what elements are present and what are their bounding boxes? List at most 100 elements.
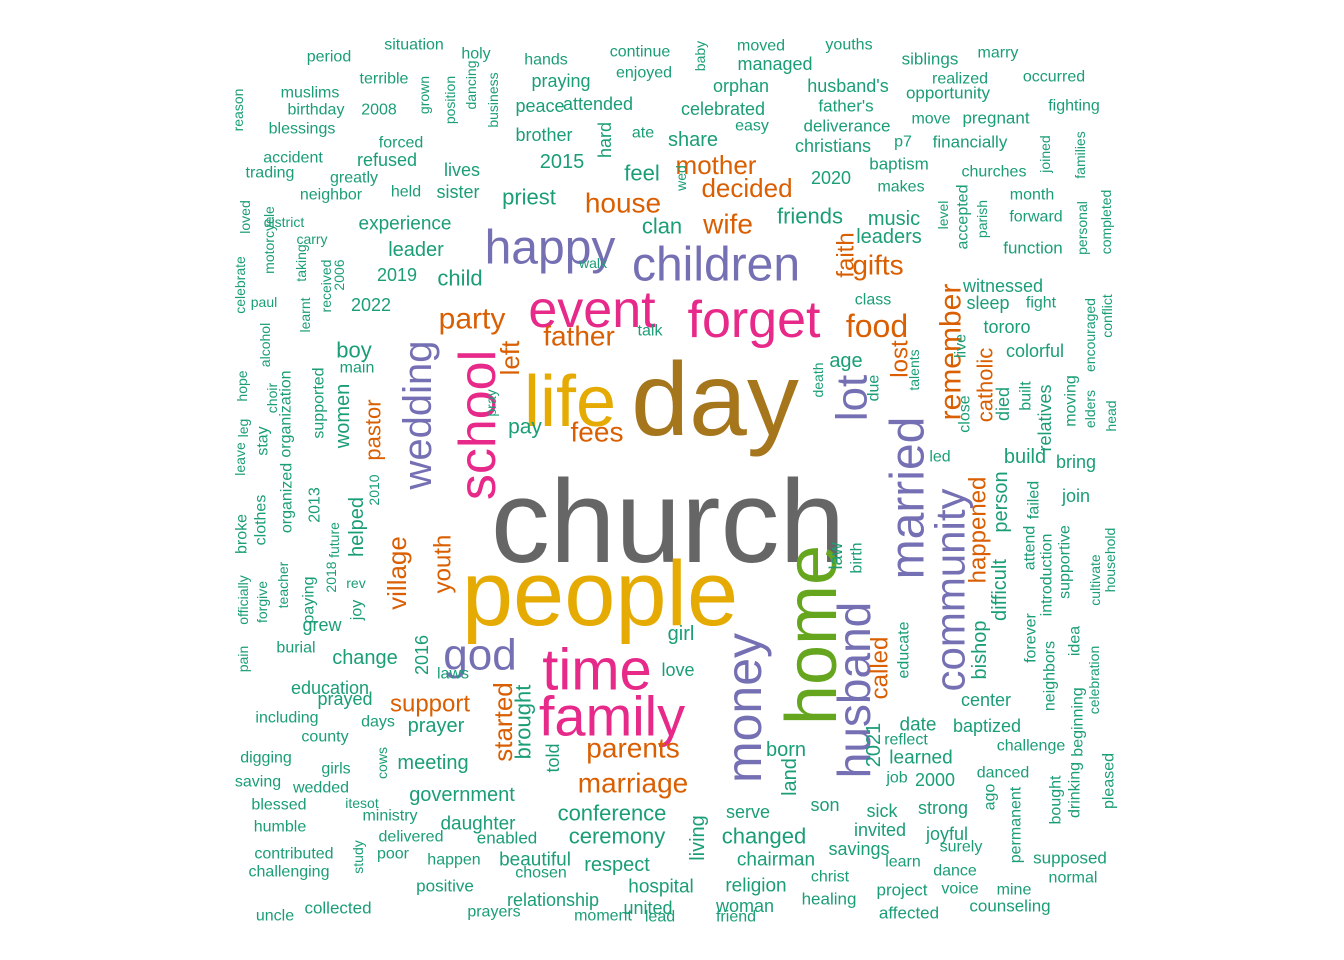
word-easy: easy [735, 118, 769, 135]
word-job: job [885, 770, 907, 787]
word-girls: girls [321, 761, 350, 778]
word-contributed: contributed [254, 846, 333, 863]
word-boy: boy [336, 338, 371, 363]
word-baby: baby [692, 41, 708, 71]
word-forgive: forgive [254, 581, 270, 623]
word-lost: lost [887, 340, 914, 378]
word-helped: helped [346, 497, 368, 557]
word-time: time [542, 638, 652, 703]
word-position: position [442, 76, 458, 124]
word-food: food [846, 308, 908, 344]
word-hard: hard [595, 122, 615, 158]
word-main: main [340, 360, 375, 377]
word-broke: broke [234, 514, 251, 554]
word-left: left [495, 340, 525, 375]
word-serve: serve [726, 802, 770, 822]
word-2019: 2019 [377, 265, 417, 285]
word-cultivate: cultivate [1087, 554, 1103, 606]
word-girl: girl [668, 623, 695, 645]
word-future: future [326, 522, 342, 558]
word-ago: ago [982, 784, 999, 811]
word-government: government [409, 784, 515, 806]
word-beginning: beginning [1070, 687, 1087, 756]
word-pain: pain [235, 646, 251, 672]
word-joy: joy [349, 600, 366, 621]
word-christians: christians [795, 136, 871, 156]
word-2013: 2013 [307, 487, 324, 523]
word-leg: leg [235, 419, 251, 438]
word-forced: forced [379, 135, 423, 152]
word-celebration: celebration [1086, 646, 1102, 715]
word-mother: mother [676, 150, 757, 180]
word-village: village [382, 536, 412, 610]
word-occurred: occurred [1023, 69, 1085, 86]
word-money: money [716, 633, 772, 783]
word-accepted: accepted [955, 185, 972, 250]
word-death: death [810, 362, 826, 397]
word-son: son [810, 795, 839, 815]
word-orphan: orphan [713, 76, 769, 96]
word-blessings: blessings [269, 121, 336, 138]
word-lead: lead [645, 909, 675, 926]
word-baptized: baptized [953, 716, 1021, 736]
word-youth: youth [430, 535, 457, 594]
word-sister: sister [436, 182, 479, 202]
word-hope: hope [234, 370, 250, 401]
word-joyful: joyful [925, 824, 968, 844]
word-birth: birth [849, 542, 866, 573]
word-happy: happy [485, 222, 616, 275]
word-challenge: challenge [997, 738, 1066, 755]
word-lives: lives [444, 160, 480, 180]
word-greatly: greatly [330, 170, 378, 187]
word-pay: pay [508, 416, 542, 439]
word-clan: clan [642, 214, 682, 239]
word-woman: woman [715, 896, 774, 916]
word-wed: wed [673, 165, 689, 192]
word-experience: experience [359, 214, 452, 235]
word-celebrated: celebrated [681, 99, 765, 119]
word-loved: loved [237, 200, 253, 233]
word-father: father [543, 321, 615, 352]
word-living: living [687, 815, 709, 861]
word-talk: talk [638, 323, 664, 340]
word-marry: marry [978, 45, 1019, 62]
word-baptism: baptism [869, 155, 929, 174]
word-learnt: learnt [297, 297, 313, 332]
word-teacher: teacher [275, 561, 291, 608]
word-gifts: gifts [852, 250, 903, 281]
word-continue: continue [610, 44, 671, 61]
word-beautiful: beautiful [499, 850, 571, 871]
word-move: move [911, 111, 950, 128]
word-collected: collected [304, 899, 371, 918]
word-education: education [291, 678, 369, 698]
word-build: build [1004, 446, 1046, 468]
word-received: received [318, 260, 334, 313]
word-stay: stay [255, 426, 272, 455]
word-digging: digging [240, 750, 292, 767]
word-2008: 2008 [361, 102, 397, 119]
word-live: live [953, 334, 970, 358]
word-strong: strong [918, 798, 968, 818]
word-meeting: meeting [397, 752, 468, 774]
word-project: project [876, 881, 927, 900]
word-led: led [929, 449, 950, 466]
word-household: household [1102, 528, 1118, 593]
word-house: house [585, 188, 661, 219]
word-attend: attend [1022, 526, 1039, 570]
word-happened: happened [965, 477, 992, 584]
word-chosen: chosen [515, 865, 567, 882]
word-law: law [826, 541, 846, 569]
word-dance: dance [933, 863, 977, 880]
word-bring: bring [1056, 452, 1096, 472]
word-2018: 2018 [323, 561, 339, 592]
word-witnessed: witnessed [962, 276, 1043, 296]
word-wife: wife [702, 209, 753, 240]
word-level: level [935, 201, 951, 230]
word-encouraged: encouraged [1082, 298, 1098, 372]
word-terrible: terrible [360, 71, 409, 88]
word-2022: 2022 [351, 295, 391, 315]
word-makes: makes [877, 179, 924, 196]
word-realized: realized [932, 71, 988, 88]
word-husband-s: husband's [807, 76, 889, 96]
word-youths: youths [825, 37, 872, 54]
